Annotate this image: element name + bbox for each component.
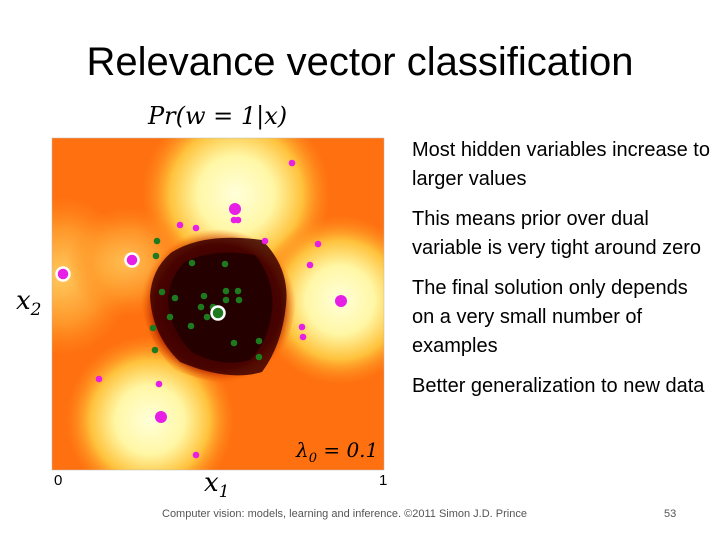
- class0-data-point: [166, 313, 174, 321]
- class0-data-point: [255, 337, 263, 345]
- class1-data-point: [314, 240, 322, 248]
- bullet-item: The final solution only depends on a ver…: [412, 277, 688, 357]
- class0-data-point: [200, 292, 208, 300]
- class0-data-point: [152, 252, 160, 260]
- class0-data-point: [235, 296, 243, 304]
- lambda-annotation: λ0 = 0.1: [296, 438, 378, 466]
- class1-data-point: [229, 203, 241, 215]
- class0-data-point: [187, 322, 195, 330]
- footer-credit: Computer vision: models, learning and in…: [162, 508, 527, 520]
- bullet-item: Most hidden variables increase to larger…: [412, 139, 710, 190]
- class1-data-point: [192, 224, 200, 232]
- class0-data-point: [197, 303, 205, 311]
- class0-data-point: [221, 260, 229, 268]
- y-axis-label: x2: [16, 286, 42, 320]
- class0-data-point: [153, 237, 161, 245]
- relevance-vector-point: [210, 305, 226, 321]
- lambda-symbol: λ: [296, 438, 309, 462]
- class1-data-point: [155, 380, 163, 388]
- class1-data-point: [306, 261, 314, 269]
- relevance-vector-point: [55, 266, 71, 282]
- class0-data-point: [222, 287, 230, 295]
- class1-data-point: [95, 375, 103, 383]
- lambda-value: = 0.1: [316, 438, 379, 462]
- class0-data-point: [234, 287, 242, 295]
- class0-data-point: [171, 294, 179, 302]
- bullet-item: Better generalization to new data: [412, 375, 705, 397]
- class0-data-point: [230, 339, 238, 347]
- plot-title: Pr(w = 1|x): [148, 102, 288, 130]
- x-axis-label-symbol: x: [204, 468, 219, 498]
- bullet-item: This means prior over dual variable is v…: [412, 208, 702, 259]
- x-tick-max: 1: [379, 472, 388, 489]
- class1-data-point: [261, 237, 269, 245]
- bullet-list: Most hidden variables increase to larger…: [412, 136, 712, 412]
- x-axis-label-subscript: 1: [218, 482, 230, 503]
- class1-data-point: [155, 411, 167, 423]
- class1-data-point: [335, 295, 347, 307]
- class0-data-point: [151, 346, 159, 354]
- class0-data-point: [203, 313, 211, 321]
- class1-data-point: [192, 451, 200, 459]
- y-axis-label-subscript: 2: [30, 300, 42, 321]
- slide-title: Relevance vector classification: [86, 40, 634, 84]
- y-axis-label-symbol: x: [16, 286, 31, 316]
- class0-data-point: [188, 259, 196, 267]
- classification-figure: [51, 137, 385, 471]
- class0-data-point: [222, 296, 230, 304]
- class1-data-point: [288, 159, 296, 167]
- x-tick-min: 0: [54, 472, 63, 489]
- class1-data-point: [299, 333, 307, 341]
- page-number: 53: [664, 508, 677, 520]
- class1-data-point: [176, 221, 184, 229]
- lambda-subscript: 0: [308, 451, 317, 466]
- class0-data-point: [149, 324, 157, 332]
- x-axis-label: x1: [204, 468, 230, 502]
- relevance-vector-point: [124, 252, 140, 268]
- class1-data-point: [234, 216, 242, 224]
- class0-data-point: [158, 288, 166, 296]
- class1-data-point: [298, 323, 306, 331]
- class0-data-point: [255, 353, 263, 361]
- probability-heatmap: [52, 138, 384, 470]
